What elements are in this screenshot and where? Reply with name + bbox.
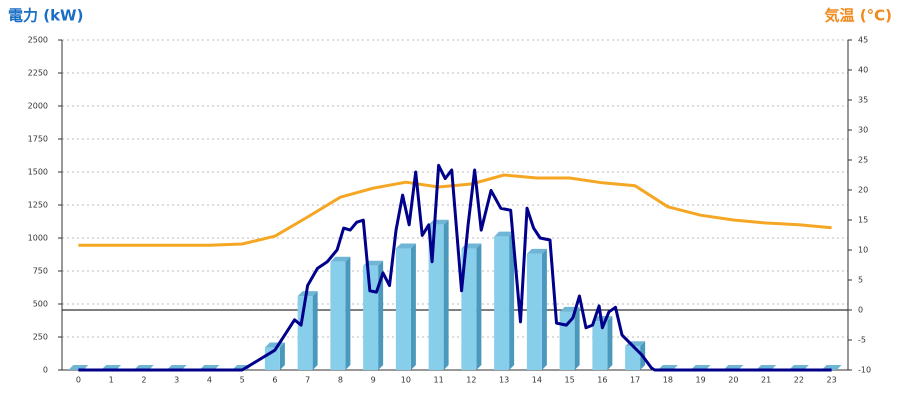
y-tick-label: 1000	[28, 234, 48, 243]
bar-side	[607, 316, 613, 370]
bar-side	[509, 231, 515, 370]
y2-tick-label: -5	[858, 336, 866, 345]
y2-tick-label: 45	[858, 36, 868, 45]
y2-tick-label: 40	[858, 66, 868, 75]
x-tick-label: 5	[240, 376, 245, 385]
bar-side	[476, 243, 482, 370]
x-tick-label: 1	[109, 376, 114, 385]
bar-top	[526, 248, 547, 254]
y-tick-label: 250	[33, 333, 48, 342]
x-tick-label: 15	[565, 376, 575, 385]
y2-tick-label: 20	[858, 186, 868, 195]
bar-top	[395, 243, 416, 249]
y2-tick-label: 25	[858, 156, 868, 165]
x-tick-label: 3	[174, 376, 179, 385]
y-tick-label: 2500	[28, 36, 48, 45]
x-tick-label: 14	[532, 376, 542, 385]
bar-top	[330, 256, 351, 262]
x-tick-label: 17	[630, 376, 640, 385]
bar	[395, 248, 411, 370]
x-tick-label: 10	[401, 376, 411, 385]
x-tick-label: 20	[728, 376, 738, 385]
bar	[330, 261, 346, 370]
x-tick-label: 22	[794, 376, 804, 385]
x-tick-label: 21	[761, 376, 771, 385]
y2-tick-label: 5	[858, 276, 863, 285]
bar-side	[443, 219, 449, 370]
right-axis-title: 気温 (°C)	[825, 7, 892, 25]
y2-tick-label: 35	[858, 96, 868, 105]
x-tick-label: 2	[141, 376, 146, 385]
x-tick-label: 23	[827, 376, 837, 385]
x-tick-label: 8	[338, 376, 343, 385]
bar	[363, 265, 379, 370]
x-tick-label: 19	[696, 376, 706, 385]
bar-side	[312, 291, 318, 370]
x-tick-label: 6	[272, 376, 277, 385]
y-tick-label: 2000	[28, 102, 48, 111]
y-tick-label: 0	[43, 366, 48, 375]
y2-tick-label: 0	[858, 306, 863, 315]
x-tick-label: 11	[434, 376, 444, 385]
y2-tick-label: -10	[858, 366, 871, 375]
power-line	[78, 163, 832, 372]
bar-side	[345, 256, 351, 370]
bar-top	[494, 231, 515, 237]
bar	[625, 346, 641, 370]
x-tick-label: 0	[76, 376, 81, 385]
bar-side	[410, 243, 416, 370]
temperature-line	[78, 173, 832, 247]
y-tick-label: 2250	[28, 69, 48, 78]
y-tick-label: 1250	[28, 201, 48, 210]
bar	[559, 311, 575, 370]
x-tick-label: 13	[499, 376, 509, 385]
bar	[494, 236, 510, 370]
y-tick-label: 500	[33, 300, 48, 309]
y2-tick-label: 15	[858, 216, 868, 225]
y2-tick-label: 10	[858, 246, 868, 255]
bar	[592, 321, 608, 370]
y-tick-label: 750	[33, 267, 48, 276]
bar-side	[541, 248, 547, 370]
x-tick-label: 7	[305, 376, 310, 385]
x-tick-label: 9	[371, 376, 376, 385]
y-tick-label: 1750	[28, 135, 48, 144]
y-tick-label: 1500	[28, 168, 48, 177]
x-tick-label: 18	[663, 376, 673, 385]
left-axis-title: 電力 (kW)	[8, 7, 83, 25]
y2-tick-label: 30	[858, 126, 868, 135]
bar-side	[279, 342, 285, 370]
bar-side	[574, 306, 580, 370]
bar	[461, 248, 477, 370]
x-tick-label: 12	[466, 376, 476, 385]
x-tick-label: 16	[597, 376, 607, 385]
x-tick-label: 4	[207, 376, 212, 385]
bar	[526, 253, 542, 370]
